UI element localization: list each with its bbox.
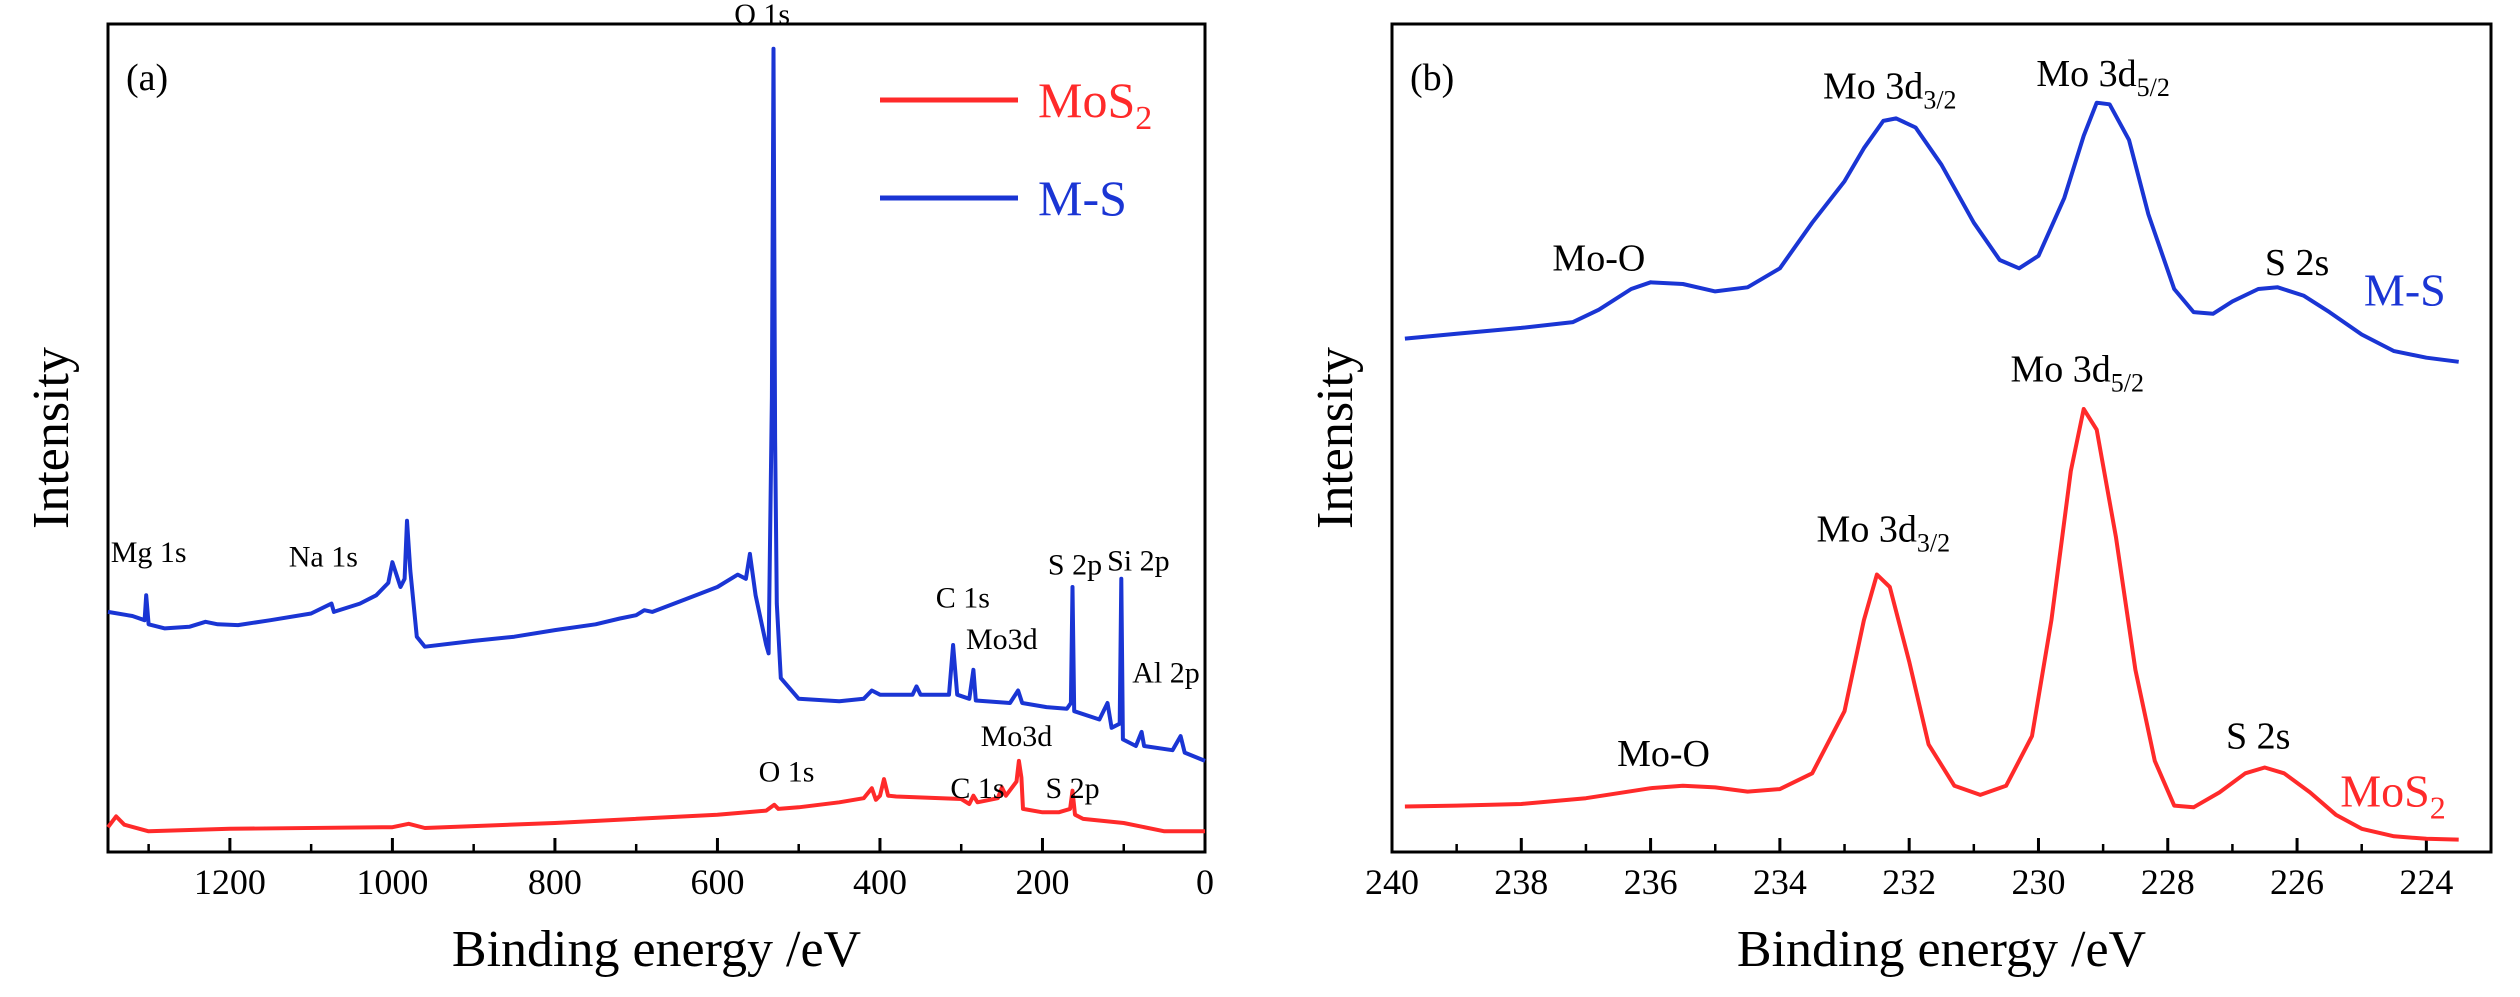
peak-annotation: Mo 3d3/2 <box>1823 66 1957 115</box>
peak-annotation: Mo3d <box>981 720 1053 753</box>
series-line-m-s <box>107 46 1206 763</box>
series-line-mos <box>106 758 1205 834</box>
x-tick-label: 226 <box>2270 862 2324 902</box>
plot-frame <box>1390 22 2493 854</box>
peak-annotation: O 1s <box>734 0 790 31</box>
peak-annotation: Mo-O <box>1617 733 1710 775</box>
x-tick-label: 1000 <box>356 862 428 902</box>
x-axis-title: Binding energy /eV <box>1737 921 2146 978</box>
peak-annotation: C 1s <box>936 582 990 615</box>
peak-annotation: Mo 3d5/2 <box>2036 53 2170 102</box>
x-axis-title: Binding energy /eV <box>452 921 861 978</box>
x-tick-label: 240 <box>1365 862 1419 902</box>
peak-annotation: S 2p <box>1048 549 1102 582</box>
x-tick-label: 234 <box>1753 862 1807 902</box>
peak-annotation: Mo 3d5/2 <box>2010 349 2144 398</box>
peak-annotation: S 2p <box>1045 772 1099 805</box>
legend: MoS2 M-S <box>880 72 1152 226</box>
y-axis-title: Intensity <box>1307 347 1364 529</box>
peak-annotation: Na 1s <box>289 540 358 573</box>
x-tick-label: 200 <box>1015 862 1069 902</box>
chart-panel-a: 1200 1000 800 600 400 200 0 Binding energy /eV I… <box>23 0 1214 978</box>
x-tick-label: 400 <box>853 862 907 902</box>
peak-annotation: Mo-O <box>1552 238 1645 280</box>
panel-label: (b) <box>1410 57 1454 99</box>
x-tick-label: 232 <box>1882 862 1936 902</box>
plot-frame <box>106 22 1207 854</box>
peak-annotation: Mo 3d3/2 <box>1817 509 1951 558</box>
peak-annotation: Si 2p <box>1107 544 1170 577</box>
x-tick-label: 600 <box>690 862 744 902</box>
peak-annotation: Mg 1s <box>111 536 187 569</box>
series-line-m-s <box>1404 100 2459 364</box>
x-tick-label: 0 <box>1196 862 1214 902</box>
x-tick-label: 236 <box>1624 862 1678 902</box>
peak-annotation: O 1s <box>759 756 815 789</box>
peak-annotation: Al 2p <box>1132 656 1200 689</box>
x-tick-label: 224 <box>2399 862 2453 902</box>
peak-annotation: S 2s <box>2265 242 2329 284</box>
x-tick-label: 228 <box>2141 862 2195 902</box>
x-tick-label: 800 <box>528 862 582 902</box>
peak-annotation: Mo3d <box>966 623 1038 656</box>
legend-label: MoS2 <box>1038 72 1152 137</box>
x-tick-label: 238 <box>1494 862 1548 902</box>
chart-panel-b: 240 238 236 234 232 230 228 226 224 Binding energ… <box>1307 22 2493 978</box>
x-tick-label: 230 <box>2011 862 2065 902</box>
peak-annotation: C 1s <box>950 772 1004 805</box>
series-label: MoS2 <box>2340 765 2445 825</box>
legend-label: M-S <box>1038 170 1127 226</box>
x-tick-label: 1200 <box>194 862 266 902</box>
y-axis-title: Intensity <box>23 347 80 529</box>
series-label: M-S <box>2364 265 2446 316</box>
peak-annotation: S 2s <box>2226 716 2290 758</box>
series-line-mos <box>1404 407 2459 842</box>
panel-label: (a) <box>126 57 168 99</box>
